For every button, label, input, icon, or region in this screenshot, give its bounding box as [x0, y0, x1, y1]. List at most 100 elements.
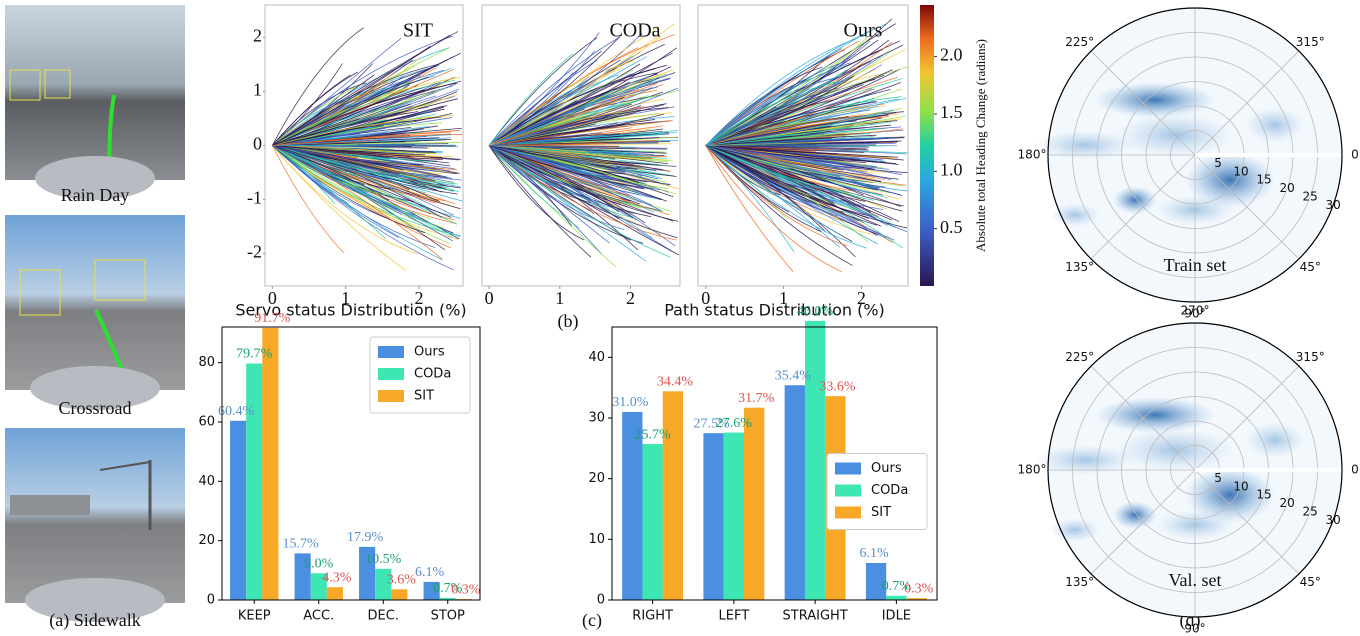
trajectory: [705, 145, 882, 227]
trajectory: [272, 86, 408, 146]
value-label: 0.7%: [882, 579, 912, 594]
trajectory: [488, 86, 653, 146]
trajectory: [488, 75, 650, 146]
trajectory: [488, 145, 677, 241]
density: [1035, 130, 1135, 160]
trajectory: [272, 131, 452, 146]
bar: [642, 444, 663, 600]
legend-swatch: [835, 484, 861, 497]
r-tick-label: 5: [1214, 471, 1222, 485]
trajectory: [272, 89, 425, 146]
trajectory: [705, 74, 843, 146]
y-tick-label: 10: [588, 532, 605, 547]
y-tick-label: 0: [207, 593, 215, 608]
y-tick-label: 80: [198, 355, 215, 370]
trajectory: [272, 76, 416, 146]
trajectory: [488, 35, 661, 146]
theta-grid: [1194, 469, 1300, 575]
r-tick-label: 15: [1256, 488, 1271, 502]
trajectory: [488, 145, 680, 256]
theta-label: 90°: [1184, 622, 1205, 636]
bar: [326, 587, 343, 600]
trajectory: [272, 83, 362, 146]
x-tick-label: 0: [701, 288, 710, 308]
r-tick-label: 20: [1279, 496, 1294, 510]
trajectory: [272, 79, 456, 146]
value-label: 33.6%: [819, 379, 856, 394]
trajectory: [488, 145, 646, 189]
legend-swatch: [378, 346, 404, 358]
trajectory: [488, 116, 675, 146]
colorbar-tick-label: 0.5: [940, 217, 963, 237]
trajectory: [705, 145, 875, 201]
trajectory: [488, 145, 585, 241]
density: [1185, 152, 1275, 208]
trajectory: [489, 120, 673, 146]
value-label: 27.6%: [716, 416, 753, 431]
y-tick-label: 0: [597, 593, 605, 608]
trajectory: [488, 106, 645, 146]
trajectory: [272, 145, 443, 261]
x-tick-label: ACC.: [303, 609, 334, 624]
trajectory: [489, 145, 663, 179]
value-label: 46.0%: [797, 304, 834, 319]
trajectory: [705, 109, 894, 146]
trajectory: [488, 145, 600, 206]
polar-frame: [1047, 7, 1343, 303]
theta-label: 315°: [1296, 35, 1325, 49]
trajectory: [705, 145, 842, 273]
x-tick-label: 2: [415, 288, 424, 308]
theta-label: 90°: [1184, 307, 1205, 321]
y-tick-label: 1: [253, 80, 262, 100]
trajectory: [705, 40, 867, 146]
legend-label: SIT: [871, 505, 891, 520]
trajectory: [272, 82, 367, 146]
value-label: 31.7%: [738, 391, 775, 406]
trajectory: [488, 86, 658, 146]
value-label: 31.0%: [612, 395, 649, 410]
r-tick-label: 30: [1325, 198, 1340, 212]
legend-label: SIT: [414, 389, 434, 404]
r-tick-label: 20: [1279, 181, 1294, 195]
r-tick-label: 5: [1214, 156, 1222, 170]
density: [1035, 445, 1135, 475]
bar: [804, 320, 826, 600]
trajectory: [705, 145, 867, 249]
theta-label: 135°: [1065, 260, 1094, 274]
trajectory: [272, 74, 351, 146]
trajectory: [272, 145, 426, 234]
trajectory: [488, 36, 620, 146]
bar: [391, 589, 408, 600]
density: [1050, 203, 1100, 227]
bar: [744, 407, 765, 600]
chart-title: Path status Distribution (%): [664, 301, 885, 320]
bar: [423, 581, 440, 600]
value-label: 0.3%: [451, 582, 481, 597]
density: [1095, 82, 1215, 118]
trajectory: [488, 145, 610, 244]
x-tick-label: STRAIGHT: [783, 609, 848, 624]
bar: [703, 433, 724, 600]
value-label: 6.1%: [859, 546, 889, 561]
y-tick-label: 20: [588, 471, 605, 486]
trajectories: [488, 23, 680, 267]
trajectory: [488, 90, 614, 146]
trajectory: [488, 59, 598, 146]
theta-grid: [1090, 365, 1196, 471]
bar: [906, 598, 927, 600]
bar: [359, 546, 376, 600]
density: [1095, 397, 1215, 433]
trajectory: [272, 116, 405, 146]
trajectory: [488, 53, 573, 146]
trajectory: [271, 145, 345, 254]
y-tick-label: 60: [198, 414, 215, 429]
legend-label: CODa: [414, 367, 451, 382]
trajectory: [705, 88, 875, 146]
panel-title: Train set: [1164, 255, 1227, 275]
x-tick-label: 2: [857, 288, 866, 308]
trajectories: [705, 18, 908, 273]
panel-caption: (b): [558, 311, 579, 332]
r-tick-label: 10: [1233, 479, 1248, 493]
x-tick-label: STOP: [431, 609, 465, 624]
